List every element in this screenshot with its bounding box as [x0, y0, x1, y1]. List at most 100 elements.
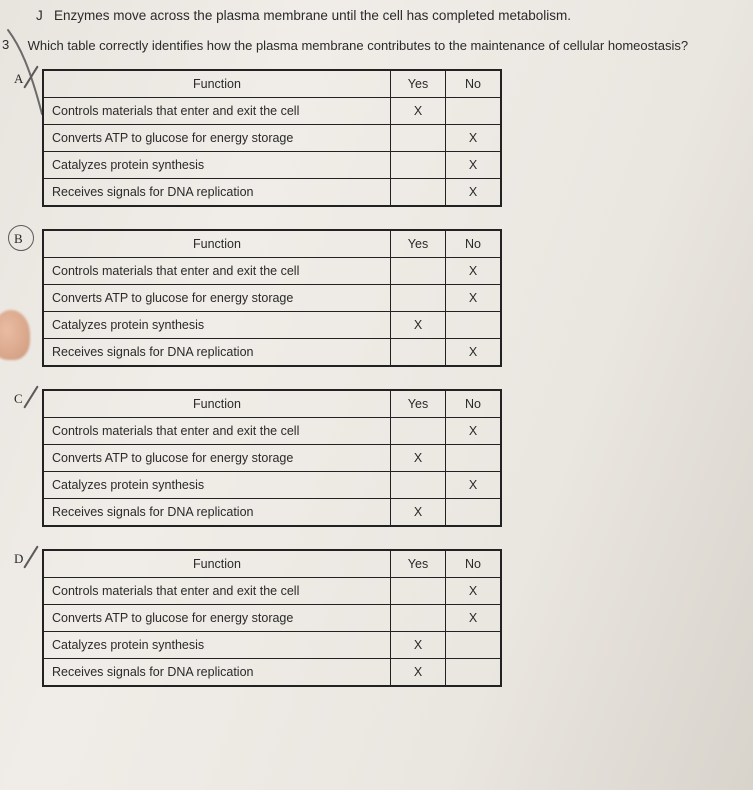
row-label: Catalyzes protein synthesis [43, 471, 391, 498]
option-b: B Function Yes No Controls materials tha… [42, 229, 753, 367]
cell-yes [391, 604, 446, 631]
table-header-row: Function Yes No [43, 70, 501, 98]
header-yes: Yes [391, 70, 446, 98]
cell-yes [391, 471, 446, 498]
row-label: Controls materials that enter and exit t… [43, 417, 391, 444]
header-no: No [446, 550, 502, 578]
row-label: Catalyzes protein synthesis [43, 631, 391, 658]
table-row: Controls materials that enter and exit t… [43, 417, 501, 444]
row-label: Controls materials that enter and exit t… [43, 577, 391, 604]
cell-no: X [446, 604, 502, 631]
table-row: Receives signals for DNA replication X [43, 338, 501, 366]
table-row: Converts ATP to glucose for energy stora… [43, 284, 501, 311]
cell-yes [391, 257, 446, 284]
option-c: C Function Yes No Controls materials tha… [42, 389, 753, 527]
table-row: Controls materials that enter and exit t… [43, 97, 501, 124]
option-d: D Function Yes No Controls materials tha… [42, 549, 753, 687]
option-label-b: B [14, 231, 23, 247]
cell-yes [391, 178, 446, 206]
table-row: Catalyzes protein synthesisX [43, 311, 501, 338]
cell-no: X [446, 577, 502, 604]
question-number: 3 [0, 37, 24, 52]
option-a: A Function Yes No Controls materials tha… [42, 69, 753, 207]
cell-no: X [446, 257, 502, 284]
cell-no [446, 498, 502, 526]
table-row: Catalyzes protein synthesis X [43, 471, 501, 498]
question-3: 3 Which table correctly identifies how t… [0, 37, 753, 69]
cell-no: X [446, 284, 502, 311]
option-label-a: A [14, 71, 23, 87]
row-label: Controls materials that enter and exit t… [43, 257, 391, 284]
cell-no [446, 658, 502, 686]
row-label: Catalyzes protein synthesis [43, 311, 391, 338]
cell-yes: X [391, 498, 446, 526]
table-d: Function Yes No Controls materials that … [42, 549, 502, 687]
table-row: Receives signals for DNA replication X [43, 178, 501, 206]
header-yes: Yes [391, 230, 446, 258]
cell-yes [391, 151, 446, 178]
table-header-row: Function Yes No [43, 550, 501, 578]
table-row: Converts ATP to glucose for energy stora… [43, 124, 501, 151]
cell-yes [391, 284, 446, 311]
header-function: Function [43, 230, 391, 258]
row-label: Receives signals for DNA replication [43, 658, 391, 686]
cell-yes [391, 417, 446, 444]
cell-no: X [446, 124, 502, 151]
table-c: Function Yes No Controls materials that … [42, 389, 502, 527]
header-function: Function [43, 70, 391, 98]
table-header-row: Function Yes No [43, 230, 501, 258]
row-label: Controls materials that enter and exit t… [43, 97, 391, 124]
table-b: Function Yes No Controls materials that … [42, 229, 502, 367]
cell-yes: X [391, 658, 446, 686]
table-row: Catalyzes protein synthesisX [43, 631, 501, 658]
option-text-j: Enzymes move across the plasma membrane … [54, 8, 571, 23]
cell-no [446, 97, 502, 124]
answer-options: A Function Yes No Controls materials tha… [0, 69, 753, 687]
cell-no: X [446, 338, 502, 366]
table-row: Controls materials that enter and exit t… [43, 257, 501, 284]
cell-yes [391, 577, 446, 604]
table-row: Converts ATP to glucose for energy stora… [43, 444, 501, 471]
cell-no [446, 311, 502, 338]
option-label-c: C [14, 391, 23, 407]
row-label: Receives signals for DNA replication [43, 338, 391, 366]
table-row: Converts ATP to glucose for energy stora… [43, 604, 501, 631]
previous-option-j: J Enzymes move across the plasma membran… [0, 8, 753, 37]
table-row: Receives signals for DNA replicationX [43, 658, 501, 686]
table-header-row: Function Yes No [43, 390, 501, 418]
cell-no: X [446, 178, 502, 206]
table-row: Catalyzes protein synthesis X [43, 151, 501, 178]
header-yes: Yes [391, 550, 446, 578]
row-label: Converts ATP to glucose for energy stora… [43, 444, 391, 471]
option-letter-j: J [36, 8, 43, 23]
row-label: Converts ATP to glucose for energy stora… [43, 124, 391, 151]
cell-yes [391, 338, 446, 366]
cell-no: X [446, 471, 502, 498]
row-label: Receives signals for DNA replication [43, 178, 391, 206]
option-label-d: D [14, 551, 23, 567]
cell-yes: X [391, 444, 446, 471]
cell-no [446, 631, 502, 658]
cell-yes: X [391, 631, 446, 658]
row-label: Receives signals for DNA replication [43, 498, 391, 526]
header-no: No [446, 390, 502, 418]
row-label: Converts ATP to glucose for energy stora… [43, 284, 391, 311]
cell-no: X [446, 417, 502, 444]
question-text: Which table correctly identifies how the… [28, 37, 708, 55]
table-row: Receives signals for DNA replicationX [43, 498, 501, 526]
table-row: Controls materials that enter and exit t… [43, 577, 501, 604]
header-function: Function [43, 390, 391, 418]
header-no: No [446, 230, 502, 258]
cell-no [446, 444, 502, 471]
table-a: Function Yes No Controls materials that … [42, 69, 502, 207]
header-yes: Yes [391, 390, 446, 418]
header-function: Function [43, 550, 391, 578]
cell-yes [391, 124, 446, 151]
row-label: Converts ATP to glucose for energy stora… [43, 604, 391, 631]
cell-yes: X [391, 97, 446, 124]
header-no: No [446, 70, 502, 98]
row-label: Catalyzes protein synthesis [43, 151, 391, 178]
cell-no: X [446, 151, 502, 178]
worksheet-page: J Enzymes move across the plasma membran… [0, 0, 753, 687]
cell-yes: X [391, 311, 446, 338]
